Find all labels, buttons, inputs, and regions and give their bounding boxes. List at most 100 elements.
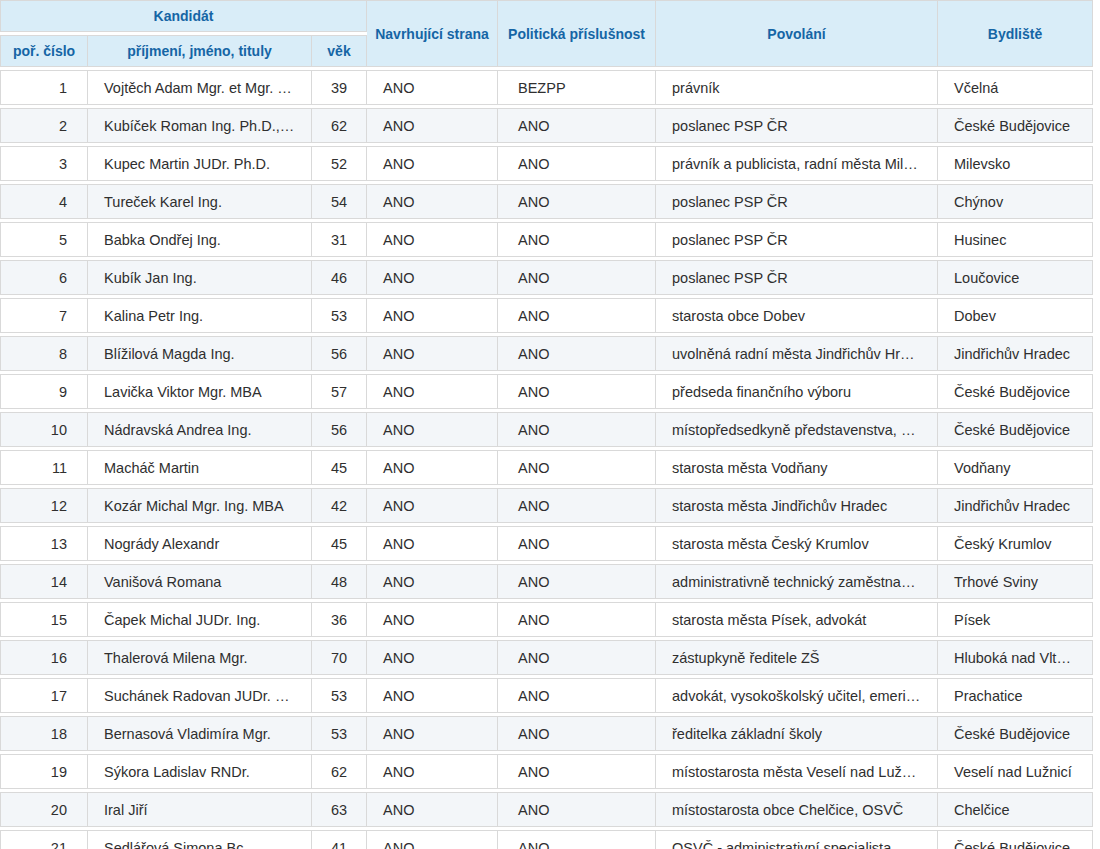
cell-age: 62: [312, 108, 367, 143]
cell-order-number: 20: [0, 792, 88, 827]
cell-order-number: 18: [0, 716, 88, 751]
cell-residence: Prachatice: [938, 678, 1093, 713]
cell-candidate-name: Vojtěch Adam Mgr. et Mgr. MHA: [88, 70, 312, 105]
cell-order-number: 9: [0, 374, 88, 409]
cell-age: 62: [312, 754, 367, 789]
cell-age: 70: [312, 640, 367, 675]
cell-nominating-party: ANO: [367, 716, 498, 751]
cell-candidate-name: Vanišová Romana: [88, 564, 312, 599]
cell-residence: České Budějovice: [938, 412, 1093, 447]
cell-nominating-party: ANO: [367, 830, 498, 849]
cell-candidate-name: Suchánek Radovan JUDr. Ph.D.: [88, 678, 312, 713]
cell-political-affiliation: ANO: [498, 222, 656, 257]
cell-political-affiliation: ANO: [498, 374, 656, 409]
header-bydliste: Bydliště: [938, 0, 1093, 67]
header-kandidat-group: Kandidát: [0, 0, 367, 32]
cell-age: 54: [312, 184, 367, 219]
cell-candidate-name: Bernasová Vladimíra Mgr.: [88, 716, 312, 751]
cell-political-affiliation: ANO: [498, 830, 656, 849]
cell-occupation: uvolněná radní města Jindřichův Hradec: [656, 336, 938, 371]
cell-political-affiliation: ANO: [498, 336, 656, 371]
cell-order-number: 21: [0, 830, 88, 849]
table-row: 11 Macháč Martin 45 ANO ANO starosta měs…: [0, 450, 1093, 485]
table-row: 1 Vojtěch Adam Mgr. et Mgr. MHA 39 ANO B…: [0, 70, 1093, 105]
cell-age: 52: [312, 146, 367, 181]
table-row: 14 Vanišová Romana 48 ANO ANO administra…: [0, 564, 1093, 599]
cell-residence: Loučovice: [938, 260, 1093, 295]
cell-political-affiliation: ANO: [498, 412, 656, 447]
cell-nominating-party: ANO: [367, 564, 498, 599]
cell-political-affiliation: ANO: [498, 754, 656, 789]
table-row: 9 Lavička Viktor Mgr. MBA 57 ANO ANO pře…: [0, 374, 1093, 409]
cell-order-number: 14: [0, 564, 88, 599]
cell-residence: Jindřichův Hradec: [938, 336, 1093, 371]
cell-political-affiliation: ANO: [498, 640, 656, 675]
cell-occupation: poslanec PSP ČR: [656, 108, 938, 143]
cell-age: 53: [312, 716, 367, 751]
cell-candidate-name: Sýkora Ladislav RNDr.: [88, 754, 312, 789]
cell-political-affiliation: ANO: [498, 146, 656, 181]
cell-age: 63: [312, 792, 367, 827]
cell-candidate-name: Iral Jiří: [88, 792, 312, 827]
cell-age: 39: [312, 70, 367, 105]
table-row: 3 Kupec Martin JUDr. Ph.D. 52 ANO ANO pr…: [0, 146, 1093, 181]
cell-occupation: OSVČ - administrativní specialista: [656, 830, 938, 849]
cell-occupation: advokát, vysokoškolský učitel, emeritní …: [656, 678, 938, 713]
header-prijmeni-jmeno-tituly: příjmení, jméno, tituly: [88, 35, 312, 67]
cell-candidate-name: Thalerová Milena Mgr.: [88, 640, 312, 675]
candidate-table: Kandidát Navrhující strana Politická pří…: [0, 0, 1093, 849]
cell-candidate-name: Blížilová Magda Ing.: [88, 336, 312, 371]
cell-nominating-party: ANO: [367, 412, 498, 447]
cell-candidate-name: Babka Ondřej Ing.: [88, 222, 312, 257]
table-row: 12 Kozár Michal Mgr. Ing. MBA 42 ANO ANO…: [0, 488, 1093, 523]
header-povolani: Povolání: [656, 0, 938, 67]
cell-residence: České Budějovice: [938, 108, 1093, 143]
cell-occupation: právník: [656, 70, 938, 105]
table-row: 4 Tureček Karel Ing. 54 ANO ANO poslanec…: [0, 184, 1093, 219]
cell-candidate-name: Tureček Karel Ing.: [88, 184, 312, 219]
cell-occupation: místostarosta obce Chelčice, OSVČ: [656, 792, 938, 827]
cell-age: 36: [312, 602, 367, 637]
cell-political-affiliation: ANO: [498, 526, 656, 561]
table-row: 17 Suchánek Radovan JUDr. Ph.D. 53 ANO A…: [0, 678, 1093, 713]
cell-age: 46: [312, 260, 367, 295]
cell-occupation: starosta obce Dobev: [656, 298, 938, 333]
cell-candidate-name: Nogrády Alexandr: [88, 526, 312, 561]
cell-nominating-party: ANO: [367, 336, 498, 371]
cell-political-affiliation: ANO: [498, 564, 656, 599]
cell-residence: Hluboká nad Vltavou: [938, 640, 1093, 675]
cell-political-affiliation: ANO: [498, 108, 656, 143]
header-politicka-prislusnost: Politická příslušnost: [498, 0, 656, 67]
cell-nominating-party: ANO: [367, 298, 498, 333]
cell-residence: Dobev: [938, 298, 1093, 333]
cell-political-affiliation: BEZPP: [498, 70, 656, 105]
cell-residence: Jindřichův Hradec: [938, 488, 1093, 523]
cell-residence: Trhové Sviny: [938, 564, 1093, 599]
cell-political-affiliation: ANO: [498, 488, 656, 523]
cell-age: 31: [312, 222, 367, 257]
cell-order-number: 4: [0, 184, 88, 219]
cell-occupation: starosta města Vodňany: [656, 450, 938, 485]
cell-political-affiliation: ANO: [498, 716, 656, 751]
table-row: 5 Babka Ondřej Ing. 31 ANO ANO poslanec …: [0, 222, 1093, 257]
cell-nominating-party: ANO: [367, 260, 498, 295]
cell-order-number: 19: [0, 754, 88, 789]
cell-residence: České Budějovice: [938, 374, 1093, 409]
cell-nominating-party: ANO: [367, 70, 498, 105]
cell-nominating-party: ANO: [367, 678, 498, 713]
cell-order-number: 7: [0, 298, 88, 333]
header-por-cislo: poř. číslo: [0, 35, 88, 67]
cell-nominating-party: ANO: [367, 640, 498, 675]
cell-occupation: místostarosta města Veselí nad Lužnicí: [656, 754, 938, 789]
cell-occupation: zástupkyně ředitele ZŠ: [656, 640, 938, 675]
cell-nominating-party: ANO: [367, 108, 498, 143]
cell-residence: Milevsko: [938, 146, 1093, 181]
table-row: 15 Čapek Michal JUDr. Ing. 36 ANO ANO st…: [0, 602, 1093, 637]
cell-age: 53: [312, 298, 367, 333]
cell-order-number: 11: [0, 450, 88, 485]
table-row: 6 Kubík Jan Ing. 46 ANO ANO poslanec PSP…: [0, 260, 1093, 295]
table-row: 19 Sýkora Ladislav RNDr. 62 ANO ANO míst…: [0, 754, 1093, 789]
cell-age: 41: [312, 830, 367, 849]
cell-occupation: předseda finančního výboru: [656, 374, 938, 409]
cell-candidate-name: Kubík Jan Ing.: [88, 260, 312, 295]
